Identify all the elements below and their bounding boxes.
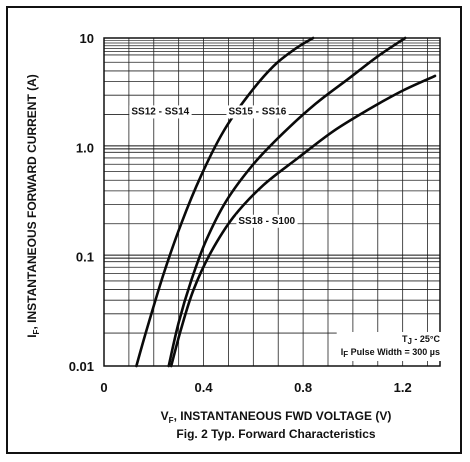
y-tick-label: 10 [80,31,94,46]
series-line-2 [167,36,407,368]
y-tick-label: 0.1 [76,250,94,265]
tick-labels: 0 0.4 0.8 1.2 0.01 0.1 1.0 10 [69,31,412,395]
pulse-width-note: IF Pulse Width = 300 µs [341,347,440,359]
forward-characteristics-chart: 0 0.4 0.8 1.2 0.01 0.1 1.0 10 SS12 - SS14 SS15 -… [25,31,443,441]
plot-border [103,37,441,367]
series-label-background [129,105,192,119]
series-label-background [226,105,289,119]
y-axis-title: IF, INSTANTANEOUS FORWARD CURRENT (A) [25,74,41,338]
x-tick-label: 1.2 [394,380,412,395]
x-tick-label: 0 [100,380,107,395]
series-line-1 [135,36,315,368]
conditions-note: TJ - 25°C IF Pulse Width = 300 µs [336,332,443,361]
y-tick-label: 0.01 [69,359,94,374]
conditions-note-background [336,332,443,361]
series-label-2: SS15 - SS16 [228,106,286,117]
y-tick-label: 1.0 [76,140,94,155]
series-line-3 [169,74,437,368]
temperature-note: TJ - 25°C [402,334,441,346]
series-label-3: SS18 - S100 [238,216,295,227]
series-labels: SS12 - SS14 SS15 - SS16 SS18 - S100 [129,105,298,228]
series-label-1: SS12 - SS14 [131,106,189,117]
series-curves [135,36,437,368]
series-label-background [236,214,298,228]
grid [104,38,440,366]
x-tick-label: 0.4 [195,380,214,395]
figure-caption: Fig. 2 Typ. Forward Characteristics [176,427,375,441]
x-axis-title: VF, INSTANTANEOUS FWD VOLTAGE (V) [161,409,392,425]
chart-frame: 0 0.4 0.8 1.2 0.01 0.1 1.0 10 SS12 - SS14 SS15 -… [6,6,462,454]
x-tick-label: 0.8 [294,380,312,395]
